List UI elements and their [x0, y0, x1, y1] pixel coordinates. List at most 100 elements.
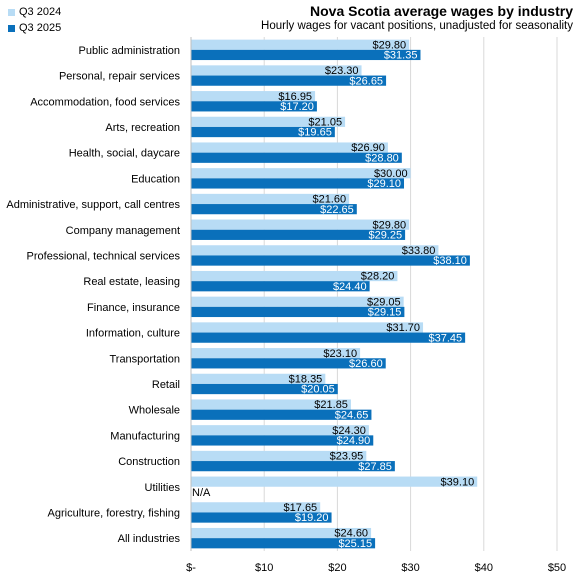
chart-subtitle: Hourly wages for vacant positions, unadj… — [261, 20, 573, 32]
bar-q3-2024-health-social-daycare — [191, 142, 388, 153]
data-label-q3-2024-information-culture: $31.70 — [386, 322, 420, 334]
data-label-q3-2025-personal-repair-services: $26.65 — [349, 75, 383, 87]
chart-title: Nova Scotia average wages by industry — [310, 3, 573, 19]
bar-q3-2024-wholesale — [191, 399, 351, 410]
bar-q3-2025-retail — [191, 383, 338, 395]
data-label-q3-2025-professional-technical-services: $38.10 — [433, 255, 467, 267]
bar-q3-2025-manufacturing — [191, 435, 374, 446]
bar-q3-2025-finance-insurance — [191, 306, 405, 318]
x-tick-label: $20 — [328, 562, 346, 574]
category-label-real-estate-leasing: Real estate, leasing — [83, 276, 180, 288]
data-label-q3-2025-public-administration: $31.35 — [384, 50, 418, 62]
bar-q3-2024-construction — [191, 450, 367, 462]
data-label-q3-2025-all-industries: $25.15 — [338, 538, 372, 550]
data-label-q3-2024-arts-recreation: $21.05 — [308, 116, 342, 128]
legend-item-q3-2025: Q3 2025 — [8, 20, 61, 36]
x-tick-label: $10 — [255, 562, 273, 574]
data-label-q3-2024-education: $30.00 — [374, 168, 408, 180]
bar-q3-2024-accommodation-food-services — [191, 91, 316, 102]
bar-q3-2025-professional-technical-services — [191, 255, 470, 266]
data-label-q3-2024-public-administration: $29.80 — [372, 39, 406, 51]
category-label-personal-repair-services: Personal, repair services — [59, 71, 181, 83]
bar-q3-2024-manufacturing — [191, 425, 369, 436]
data-label-q3-2025-manufacturing: $24.90 — [337, 435, 371, 447]
category-label-health-social-daycare: Health, social, daycare — [69, 148, 180, 160]
bar-q3-2025-transportation — [191, 358, 386, 369]
bar-q3-2025-accommodation-food-services — [191, 101, 317, 112]
legend-label-q3-2024: Q3 2024 — [19, 6, 62, 18]
bar-q3-2025-information-culture — [191, 332, 466, 343]
category-label-retail: Retail — [152, 379, 180, 391]
bar-q3-2025-health-social-daycare — [191, 152, 402, 163]
bar-q3-2024-retail — [191, 373, 326, 384]
category-label-transportation: Transportation — [109, 353, 180, 365]
category-label-arts-recreation: Arts, recreation — [105, 122, 180, 134]
legend-swatch-q3-2025 — [8, 24, 15, 32]
bar-q3-2025-education — [191, 178, 405, 189]
bar-q3-2025-administrative-support-call-centres — [191, 204, 357, 215]
bar-q3-2024-real-estate-leasing — [191, 270, 398, 282]
bar-q3-2025-construction — [191, 461, 395, 472]
category-label-company-management: Company management — [66, 225, 180, 237]
bar-q3-2025-agriculture-forestry-fishing — [191, 512, 332, 523]
data-label-q3-2025-real-estate-leasing: $24.40 — [333, 281, 367, 293]
bar-q3-2024-finance-insurance — [191, 296, 404, 307]
data-label-q3-2025-accommodation-food-services: $17.20 — [280, 101, 314, 113]
data-label-q3-2025-information-culture: $37.45 — [428, 332, 462, 344]
data-label-q3-2024-company-management: $29.80 — [372, 219, 406, 231]
data-label-q3-2025-construction: $27.85 — [358, 461, 392, 473]
data-label-q3-2025-education: $29.10 — [367, 178, 401, 190]
category-label-construction: Construction — [118, 456, 180, 468]
data-label-q3-2024-agriculture-forestry-fishing: $17.65 — [284, 502, 318, 514]
data-label-q3-2024-health-social-daycare: $26.90 — [351, 142, 385, 154]
data-label-q3-2024-transportation: $23.10 — [323, 348, 357, 360]
bar-q3-2024-information-culture — [191, 322, 424, 333]
category-label-information-culture: Information, culture — [86, 328, 180, 340]
x-tick-label: $50 — [548, 562, 566, 574]
bar-q3-2024-professional-technical-services — [191, 245, 439, 256]
bar-q3-2024-personal-repair-services — [191, 65, 362, 76]
bar-q3-2024-arts-recreation — [191, 116, 346, 127]
data-label-q3-2025-wholesale: $24.65 — [335, 409, 369, 421]
category-label-finance-insurance: Finance, insurance — [87, 302, 180, 314]
category-label-manufacturing: Manufacturing — [110, 430, 180, 442]
data-label-q3-2024-manufacturing: $24.30 — [332, 425, 366, 437]
category-label-all-industries: All industries — [118, 533, 181, 545]
bar-q3-2024-all-industries — [191, 527, 372, 539]
bar-q3-2024-transportation — [191, 348, 361, 359]
category-label-accommodation-food-services: Accommodation, food services — [30, 96, 180, 108]
data-label-q3-2025-company-management: $29.25 — [368, 229, 402, 241]
x-tick-label: $- — [186, 562, 196, 574]
bar-q3-2024-administrative-support-call-centres — [191, 193, 350, 205]
bar-q3-2025-all-industries — [191, 538, 376, 549]
legend: Q3 2024 Q3 2025 — [8, 4, 61, 36]
bar-q3-2024-agriculture-forestry-fishing — [191, 502, 321, 513]
x-tick-label: $30 — [401, 562, 419, 574]
data-label-q3-2024-construction: $23.95 — [330, 451, 364, 463]
data-label-q3-2025-arts-recreation: $19.65 — [298, 127, 332, 139]
data-label-q3-2024-administrative-support-call-centres: $21.60 — [312, 194, 346, 206]
chart-title-block: Nova Scotia average wages by industry Ho… — [261, 3, 573, 32]
data-label-q3-2024-professional-technical-services: $33.80 — [402, 245, 436, 257]
data-label-q3-2025-health-social-daycare: $28.80 — [365, 152, 399, 164]
data-label-q3-2024-finance-insurance: $29.05 — [367, 296, 401, 308]
bar-q3-2025-personal-repair-services — [191, 75, 387, 86]
bar-q3-2024-public-administration — [191, 39, 410, 50]
legend-item-q3-2024: Q3 2024 — [8, 4, 61, 20]
data-label-q3-2025-transportation: $26.60 — [349, 358, 383, 370]
data-label-q3-2024-all-industries: $24.60 — [334, 528, 368, 540]
data-label-q3-2024-utilities: $39.10 — [441, 476, 475, 488]
data-label-q3-2025-retail: $20.05 — [301, 384, 335, 396]
data-label-q3-2025-agriculture-forestry-fishing: $19.20 — [295, 512, 329, 524]
category-label-utilities: Utilities — [145, 482, 181, 494]
bar-q3-2025-wholesale — [191, 409, 372, 420]
bar-q3-2025-company-management — [191, 229, 406, 240]
category-label-agriculture-forestry-fishing: Agriculture, forestry, fishing — [48, 507, 180, 519]
legend-label-q3-2025: Q3 2025 — [19, 22, 62, 34]
x-tick-label: $40 — [475, 562, 493, 574]
data-label-q3-2025-finance-insurance: $29.15 — [368, 307, 402, 319]
category-label-wholesale: Wholesale — [129, 405, 180, 417]
data-label-q3-2024-real-estate-leasing: $28.20 — [361, 271, 395, 283]
bar-q3-2025-public-administration — [191, 49, 421, 61]
